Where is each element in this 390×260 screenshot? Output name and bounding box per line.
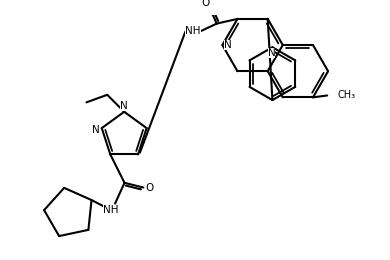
- Text: N: N: [92, 125, 100, 135]
- Text: O: O: [145, 183, 153, 192]
- Text: O: O: [201, 0, 209, 8]
- Text: NH: NH: [185, 26, 201, 36]
- Text: CH₃: CH₃: [337, 90, 356, 100]
- Text: N: N: [224, 40, 232, 50]
- Text: NH: NH: [103, 205, 118, 215]
- Text: N: N: [268, 48, 275, 58]
- Text: N: N: [121, 101, 128, 111]
